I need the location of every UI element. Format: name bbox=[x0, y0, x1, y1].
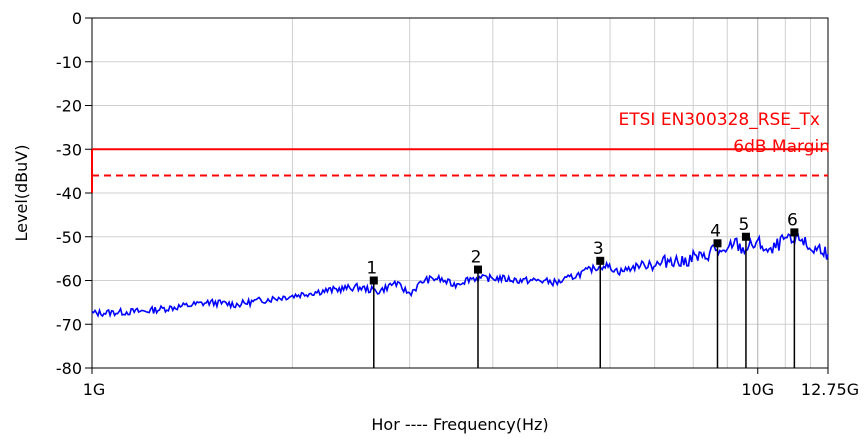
marker-label: 5 bbox=[739, 215, 750, 235]
limit-line-label: ETSI EN300328_RSE_Tx bbox=[619, 110, 820, 130]
margin-line-label: 6dB Margin bbox=[733, 137, 830, 157]
grid bbox=[92, 17, 828, 369]
y-tick-label: 0 bbox=[72, 9, 82, 28]
x-tick-label: 12.75G bbox=[801, 380, 859, 399]
marker-point bbox=[790, 228, 799, 237]
peak-markers: 1 2 3 4 5 6 bbox=[366, 210, 799, 368]
y-tick-label: -10 bbox=[56, 53, 82, 72]
marker-label: 2 bbox=[471, 248, 482, 268]
marker-point bbox=[369, 276, 378, 285]
y-tick-label: -60 bbox=[56, 272, 82, 291]
marker-label: 3 bbox=[593, 239, 604, 259]
y-tick-label: -30 bbox=[56, 140, 82, 159]
marker-label: 1 bbox=[366, 259, 377, 279]
marker-point bbox=[473, 265, 482, 274]
marker-point bbox=[596, 256, 605, 265]
y-tick-label: -40 bbox=[56, 184, 82, 203]
marker-point bbox=[713, 239, 722, 248]
measurement-trace bbox=[91, 229, 829, 319]
y-tick-label: -20 bbox=[56, 97, 82, 116]
y-tick-label: -80 bbox=[56, 359, 82, 378]
y-axis-label: Level(dBuV) bbox=[12, 145, 31, 242]
x-tick-label: 1G bbox=[83, 380, 106, 399]
marker-label: 6 bbox=[787, 210, 798, 230]
y-axis-ticks: 0 -10 -20 -30 -40 -50 -60 -70 -80 bbox=[56, 9, 92, 378]
marker-point bbox=[741, 232, 750, 241]
y-tick-label: -70 bbox=[56, 315, 82, 334]
x-axis-label: Hor ---- Frequency(Hz) bbox=[371, 415, 548, 434]
marker-label: 4 bbox=[710, 221, 721, 241]
x-tick-label: 10G bbox=[741, 380, 774, 399]
x-axis-ticks: 1G 10G 12.75G bbox=[83, 368, 859, 399]
y-tick-label: -50 bbox=[56, 228, 82, 247]
